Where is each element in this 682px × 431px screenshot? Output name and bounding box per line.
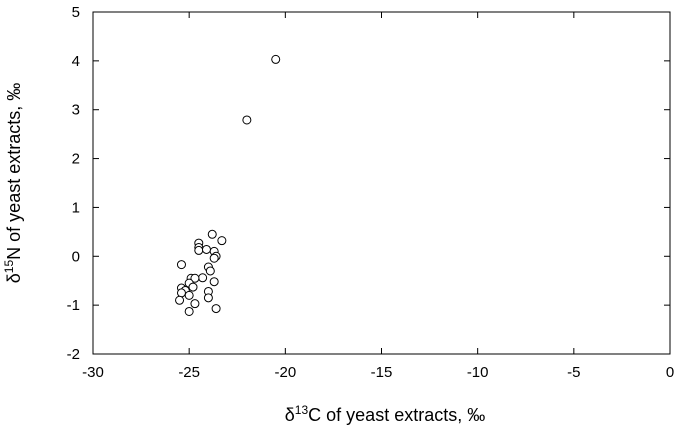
x-tick-label: -5 bbox=[567, 364, 580, 381]
data-point bbox=[184, 306, 194, 316]
y-tick-label: 0 bbox=[72, 248, 80, 265]
data-point bbox=[217, 236, 227, 246]
y-tick-label: 3 bbox=[72, 102, 80, 119]
y-tick-label: 4 bbox=[72, 53, 80, 70]
y-tick-label: 5 bbox=[72, 4, 80, 21]
data-point bbox=[190, 299, 200, 309]
x-tick-label: -25 bbox=[178, 364, 200, 381]
data-point bbox=[176, 260, 186, 270]
y-axis-ticks: -2 -1 0 1 2 3 4 5 bbox=[67, 4, 670, 363]
x-axis-label: δ13C of yeast extracts, ‰ bbox=[285, 403, 485, 425]
x-tick-label: 0 bbox=[666, 364, 674, 381]
data-point bbox=[190, 273, 200, 283]
x-tick-label: -20 bbox=[274, 364, 296, 381]
y-tick-label: 2 bbox=[72, 151, 80, 168]
data-points bbox=[175, 54, 281, 316]
data-point bbox=[176, 288, 186, 298]
data-point bbox=[209, 277, 219, 287]
data-point bbox=[207, 229, 217, 239]
x-tick-label: -10 bbox=[467, 364, 489, 381]
data-point bbox=[198, 273, 208, 283]
data-point bbox=[175, 295, 185, 305]
y-tick-label: 1 bbox=[72, 199, 80, 216]
data-point bbox=[271, 54, 281, 64]
x-axis-ticks: -30 -25 -20 -15 -10 -5 0 bbox=[82, 12, 674, 381]
data-point bbox=[211, 304, 221, 314]
x-tick-label: -30 bbox=[82, 364, 104, 381]
data-point bbox=[184, 290, 194, 300]
y-tick-label: -1 bbox=[67, 297, 80, 314]
data-point bbox=[242, 115, 252, 125]
y-axis-label: δ15N of yeast extracts, ‰ bbox=[2, 83, 24, 283]
y-tick-label: -2 bbox=[67, 346, 80, 363]
data-point bbox=[209, 253, 219, 263]
data-point bbox=[194, 245, 204, 255]
data-point bbox=[188, 282, 198, 292]
x-tick-label: -15 bbox=[371, 364, 393, 381]
data-point bbox=[201, 244, 211, 254]
data-point bbox=[203, 293, 213, 303]
data-point bbox=[205, 266, 215, 276]
